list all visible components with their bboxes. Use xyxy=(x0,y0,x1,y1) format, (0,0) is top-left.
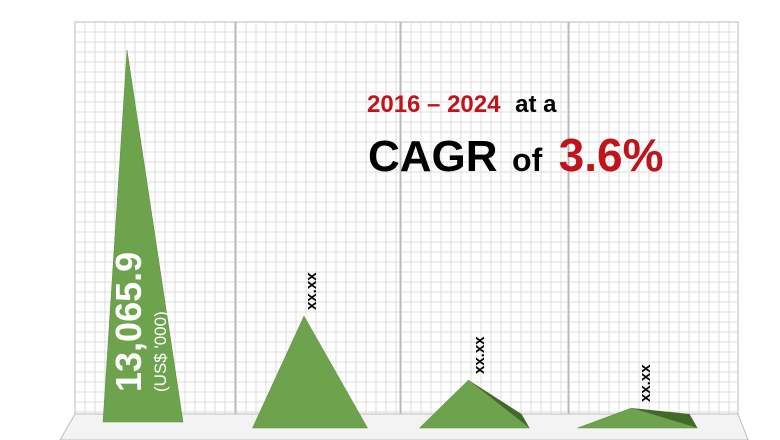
panel-backdrop-3 xyxy=(400,21,569,415)
unit-label-bar-1: (US$ '000) xyxy=(151,311,170,392)
cagr-headline-period: 2016 – 2024 at a xyxy=(367,91,557,118)
cagr-label-text: CAGR xyxy=(368,132,498,181)
chart-bars xyxy=(102,49,698,429)
pyramid-bar-front-2 xyxy=(252,315,368,429)
data-label-bar-1: 13,065.9 xyxy=(108,252,149,392)
data-label-bar-2: xx.xx xyxy=(303,272,320,310)
cagr-at-a-text: at a xyxy=(515,91,557,118)
pyramid-bar-front-4 xyxy=(577,407,698,429)
data-label-bar-4: xx.xx xyxy=(637,364,654,402)
cagr-period-text: 2016 – 2024 xyxy=(367,91,501,118)
chart-data-labels: 13,065.9 (US$ '000) xx.xx xx.xx xx.xx xyxy=(108,252,654,402)
data-label-bar-3: xx.xx xyxy=(471,336,488,374)
cagr-of-text: of xyxy=(512,142,543,178)
pyramid-bar-front-1 xyxy=(102,49,184,423)
panel-backdrop-4 xyxy=(568,21,739,415)
cagr-headline-rate: CAGR of 3.6% xyxy=(368,129,664,181)
pyramid-bar-front-3 xyxy=(418,379,531,429)
cagr-rate-text: 3.6% xyxy=(559,129,664,181)
